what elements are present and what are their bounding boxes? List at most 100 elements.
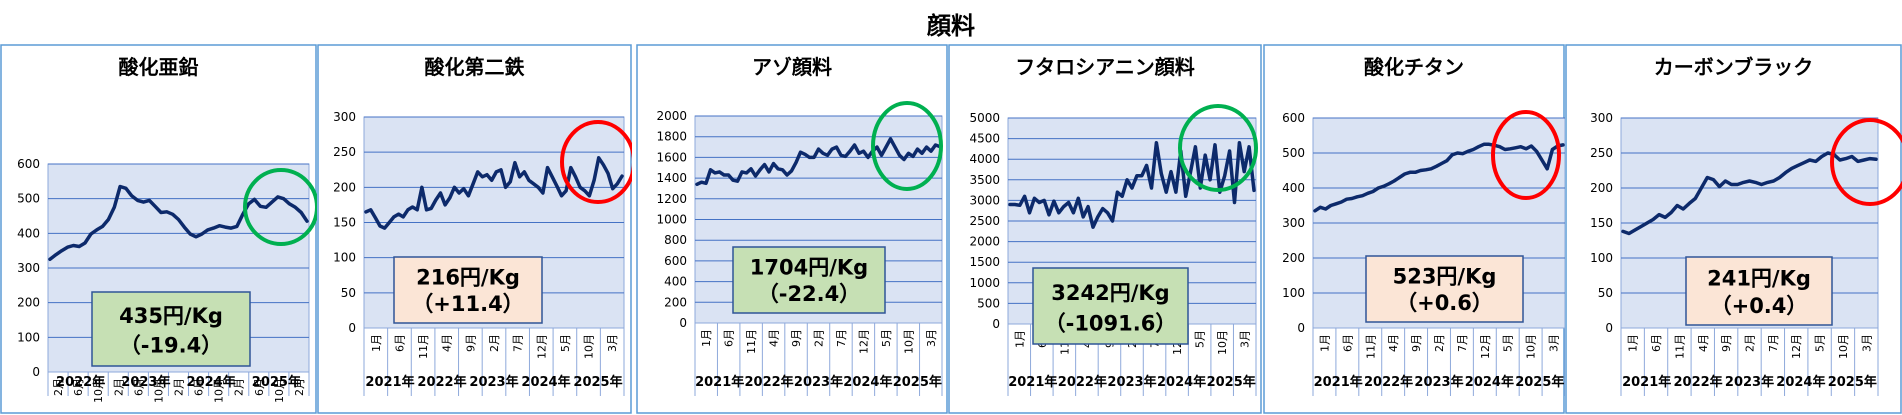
x-tick-label: 2月 [488, 334, 501, 352]
data-point [1730, 183, 1733, 186]
x-tick-label: 6月 [193, 378, 206, 396]
data-point [1450, 153, 1454, 156]
data-point [1228, 149, 1231, 153]
x-tick-label: 6月 [72, 378, 85, 396]
data-point [695, 183, 699, 186]
data-point [1408, 171, 1412, 174]
x-tick-label: 2月 [1433, 334, 1446, 352]
x-tick-label: 12月 [857, 329, 870, 354]
data-point [509, 180, 512, 183]
x-tick-label: 1月 [700, 329, 713, 347]
data-point [288, 202, 291, 206]
data-point [1047, 213, 1051, 217]
chart-title: 酸化亜鉛 [119, 55, 199, 79]
data-point [1651, 218, 1655, 221]
page-title: 顔料 [927, 12, 975, 40]
data-point [1319, 206, 1322, 209]
data-point [1694, 197, 1697, 200]
data-point [89, 232, 93, 236]
x-tick-label: 6月 [132, 378, 145, 396]
data-point [781, 168, 784, 172]
data-point [1814, 160, 1817, 163]
data-point [294, 206, 297, 209]
data-point [66, 246, 69, 249]
data-point [443, 203, 447, 207]
data-point [857, 152, 861, 155]
x-tick-label: 10月 [273, 378, 286, 403]
data-point [1194, 145, 1197, 149]
data-point [159, 211, 163, 214]
data-point [889, 137, 892, 140]
data-point [83, 241, 87, 245]
data-point [1238, 141, 1241, 144]
data-point [1208, 178, 1212, 181]
price-value: 1704円/Kg [750, 256, 868, 280]
data-point [1545, 167, 1549, 170]
y-tick-label: 100 [1590, 251, 1613, 265]
data-point [749, 167, 753, 170]
data-point [476, 170, 479, 174]
data-point [1456, 151, 1459, 155]
data-point [1329, 204, 1333, 207]
x-tick-label: 12月 [1790, 334, 1803, 359]
highlight-circle [560, 120, 632, 204]
price-value: 435円/Kg [119, 304, 223, 328]
data-point [727, 173, 730, 177]
data-point [597, 156, 600, 159]
data-point [1057, 211, 1060, 214]
data-point [1748, 179, 1751, 183]
data-point [481, 175, 484, 178]
x-tick-label: 11月 [1364, 334, 1377, 359]
x-tick-label: 6月 [1650, 334, 1663, 352]
data-point [383, 226, 386, 230]
data-point [1838, 158, 1842, 162]
y-tick-label: 600 [17, 157, 40, 171]
data-point [241, 213, 244, 216]
data-point [78, 245, 81, 248]
data-point [817, 147, 820, 151]
y-tick-label: 2000 [969, 235, 1000, 249]
y-tick-label: 0 [32, 365, 40, 379]
data-point [247, 202, 250, 206]
data-point [1429, 167, 1433, 170]
data-point [830, 147, 834, 151]
data-point [564, 189, 568, 193]
data-point [1784, 171, 1787, 174]
data-point [1440, 162, 1443, 165]
data-point [592, 179, 596, 182]
data-point [893, 145, 897, 149]
data-point [429, 207, 433, 210]
data-point [305, 220, 309, 223]
y-tick-label: 3500 [969, 173, 1000, 187]
y-tick-label: 100 [17, 330, 40, 344]
y-tick-label: 1200 [656, 192, 687, 206]
data-point [569, 166, 572, 169]
data-point [920, 152, 924, 155]
data-point [1233, 201, 1236, 204]
data-point [136, 199, 139, 202]
data-point [1145, 164, 1148, 167]
data-point [772, 162, 775, 165]
data-point [1018, 204, 1021, 207]
data-point [709, 168, 712, 172]
y-tick-label: 300 [17, 261, 40, 275]
data-point [740, 170, 744, 174]
x-year-label: 2022年 [417, 374, 466, 390]
x-tick-label: 9月 [790, 329, 803, 347]
data-point [758, 168, 762, 172]
x-tick-label: 5月 [1502, 334, 1515, 352]
y-tick-label: 200 [333, 180, 356, 194]
chart-panel: カーボンブラック 0 50 100 150 200 250 300 1月 6月 11月 4月 9月 2月 7… [1565, 44, 1902, 414]
data-point [1487, 143, 1491, 146]
data-point [1682, 207, 1685, 211]
data-point [1503, 148, 1507, 151]
highlight-circle [1178, 104, 1258, 192]
data-point [235, 225, 239, 228]
x-tick-label: 7月 [835, 329, 848, 347]
data-point [490, 179, 493, 182]
data-point [388, 221, 391, 224]
data-point [177, 218, 180, 221]
data-point [839, 154, 843, 157]
data-point [1377, 186, 1380, 190]
